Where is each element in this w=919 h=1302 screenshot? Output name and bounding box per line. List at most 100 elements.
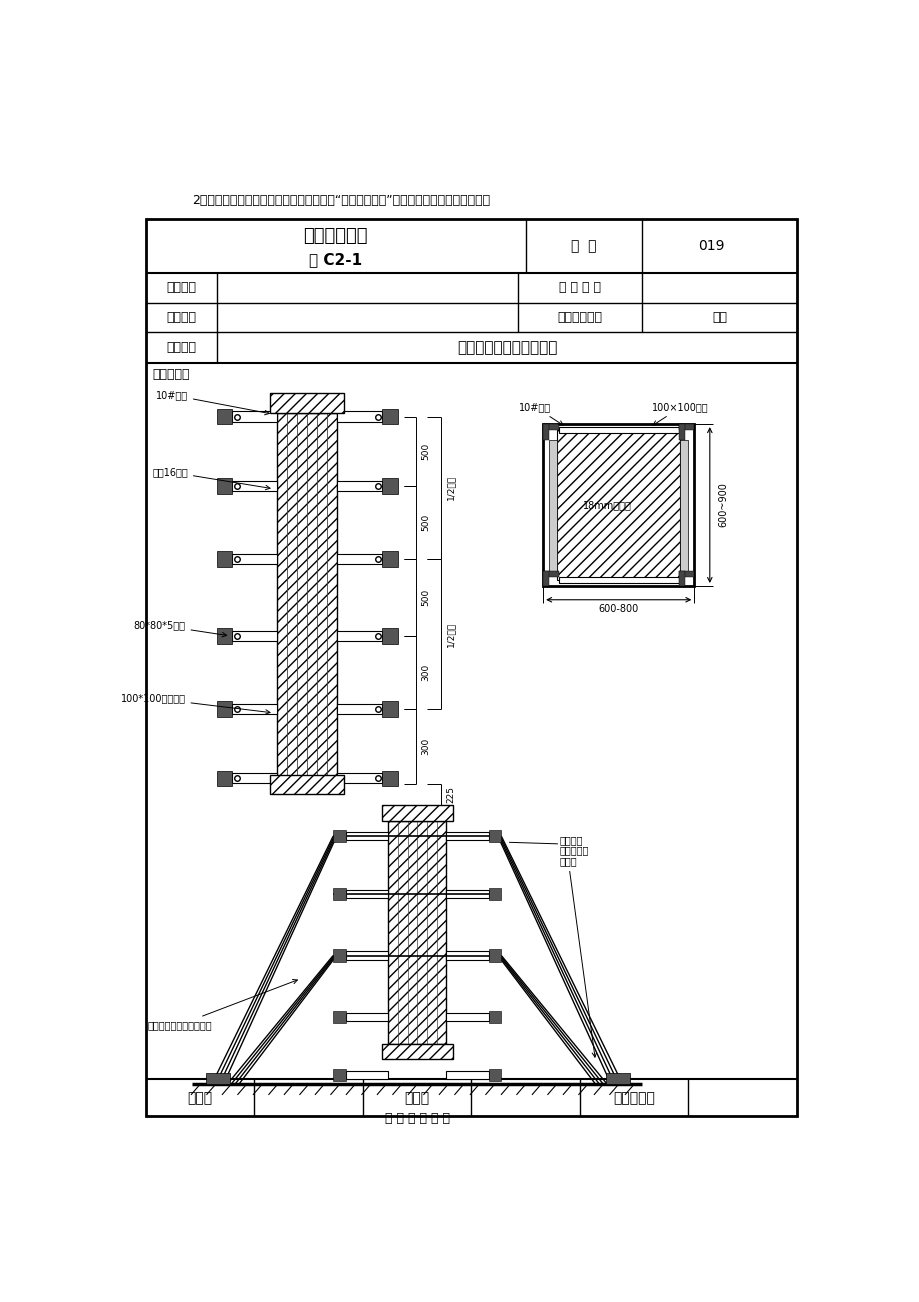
Bar: [337, 480, 382, 491]
Bar: [277, 413, 337, 779]
Bar: [216, 702, 232, 717]
Bar: [446, 889, 488, 898]
Text: 18mm木胶板: 18mm木胶板: [582, 500, 630, 510]
Bar: [337, 704, 382, 713]
Bar: [558, 577, 678, 583]
Bar: [146, 219, 796, 1116]
Text: 500: 500: [421, 443, 430, 460]
Bar: [446, 832, 488, 840]
Text: 600~900: 600~900: [718, 483, 728, 527]
Bar: [382, 629, 397, 643]
Bar: [542, 424, 549, 440]
Bar: [678, 424, 694, 431]
Bar: [232, 553, 277, 564]
Bar: [488, 888, 501, 900]
Text: 斜撑之间: 斜撑之间: [559, 835, 583, 845]
Text: 分项工程名称: 分项工程名称: [557, 311, 602, 324]
Bar: [337, 411, 382, 422]
Bar: [232, 704, 277, 713]
Text: 1/2柱距: 1/2柱距: [446, 621, 455, 647]
Bar: [216, 629, 232, 643]
Bar: [216, 478, 232, 493]
Bar: [446, 952, 488, 960]
Bar: [337, 553, 382, 564]
Bar: [232, 411, 277, 422]
Text: 交底内容：: 交底内容：: [152, 368, 189, 381]
Bar: [381, 806, 452, 820]
Text: 100*100方木背助: 100*100方木背助: [120, 694, 270, 715]
Bar: [346, 1070, 388, 1079]
Bar: [216, 551, 232, 566]
Bar: [333, 829, 346, 842]
Text: 019: 019: [698, 240, 724, 254]
Bar: [269, 775, 344, 794]
Text: 柱 模 板 支 撑 图: 柱 模 板 支 撑 图: [384, 1112, 449, 1125]
Bar: [232, 773, 277, 784]
Bar: [382, 771, 397, 786]
Bar: [333, 888, 346, 900]
Bar: [232, 631, 277, 641]
Text: 直径16钉筋: 直径16钉筋: [152, 467, 270, 490]
Bar: [216, 409, 232, 424]
Bar: [346, 1013, 388, 1021]
Bar: [337, 631, 382, 641]
Text: 工程名称: 工程名称: [166, 281, 197, 294]
Text: 铅丝斜拉（加花篰螺丝）: 铅丝斜拉（加花篰螺丝）: [147, 979, 297, 1030]
Bar: [542, 424, 694, 586]
Text: 225: 225: [446, 786, 455, 803]
Text: 10#槽钉: 10#槽钉: [155, 389, 269, 415]
Bar: [382, 478, 397, 493]
Bar: [269, 393, 344, 413]
Text: 1/2柱距: 1/2柱距: [446, 475, 455, 500]
Bar: [605, 1073, 630, 1085]
Bar: [337, 773, 382, 784]
Text: 编  号: 编 号: [571, 240, 596, 254]
Bar: [678, 570, 685, 586]
Text: 接受交底人: 接受交底人: [613, 1091, 654, 1105]
Bar: [381, 1044, 452, 1060]
Text: 80*80*5钉板: 80*80*5钉板: [133, 620, 226, 637]
Text: 500: 500: [421, 514, 430, 531]
Bar: [232, 480, 277, 491]
Bar: [388, 820, 446, 1044]
Text: 用钉管连接: 用钉管连接: [559, 845, 588, 855]
Bar: [488, 829, 501, 842]
Text: 300: 300: [421, 664, 430, 681]
Bar: [680, 440, 687, 570]
Text: 交 底 日 期: 交 底 日 期: [559, 281, 600, 294]
Bar: [488, 1010, 501, 1023]
Text: 表 C2-1: 表 C2-1: [309, 251, 362, 267]
Bar: [488, 949, 501, 962]
Bar: [333, 949, 346, 962]
Text: 2、当做分项工程施工技术交底时，应填写“分项工程名称”栏，其他技术交底可不填写。: 2、当做分项工程施工技术交底时，应填写“分项工程名称”栏，其他技术交底可不填写。: [192, 194, 490, 207]
Bar: [557, 431, 680, 579]
Text: 600-800: 600-800: [598, 604, 638, 615]
Bar: [542, 570, 549, 586]
Text: 500: 500: [421, 589, 430, 605]
Bar: [382, 702, 397, 717]
Bar: [216, 771, 232, 786]
Bar: [558, 427, 678, 434]
Bar: [346, 952, 388, 960]
Bar: [446, 1070, 488, 1079]
Text: 交底提要: 交底提要: [166, 341, 197, 354]
Bar: [488, 1069, 501, 1081]
Bar: [333, 1069, 346, 1081]
Bar: [382, 409, 397, 424]
Bar: [346, 832, 388, 840]
Bar: [382, 551, 397, 566]
Text: 技术交底记录: 技术交底记录: [303, 228, 368, 245]
Text: 交底人: 交底人: [404, 1091, 429, 1105]
Bar: [549, 440, 557, 570]
Bar: [678, 570, 694, 577]
Text: 柱斜撑: 柱斜撑: [559, 855, 596, 1057]
Bar: [678, 424, 685, 440]
Text: 300: 300: [421, 738, 430, 755]
Text: 模板: 模板: [711, 311, 726, 324]
Text: 独立柱模板施工技术交底: 独立柱模板施工技术交底: [457, 340, 557, 354]
Bar: [206, 1073, 231, 1085]
Text: 100×100方木: 100×100方木: [652, 402, 709, 426]
Bar: [542, 570, 558, 577]
Text: 10#槽钉: 10#槽钉: [519, 402, 562, 426]
Bar: [346, 889, 388, 898]
